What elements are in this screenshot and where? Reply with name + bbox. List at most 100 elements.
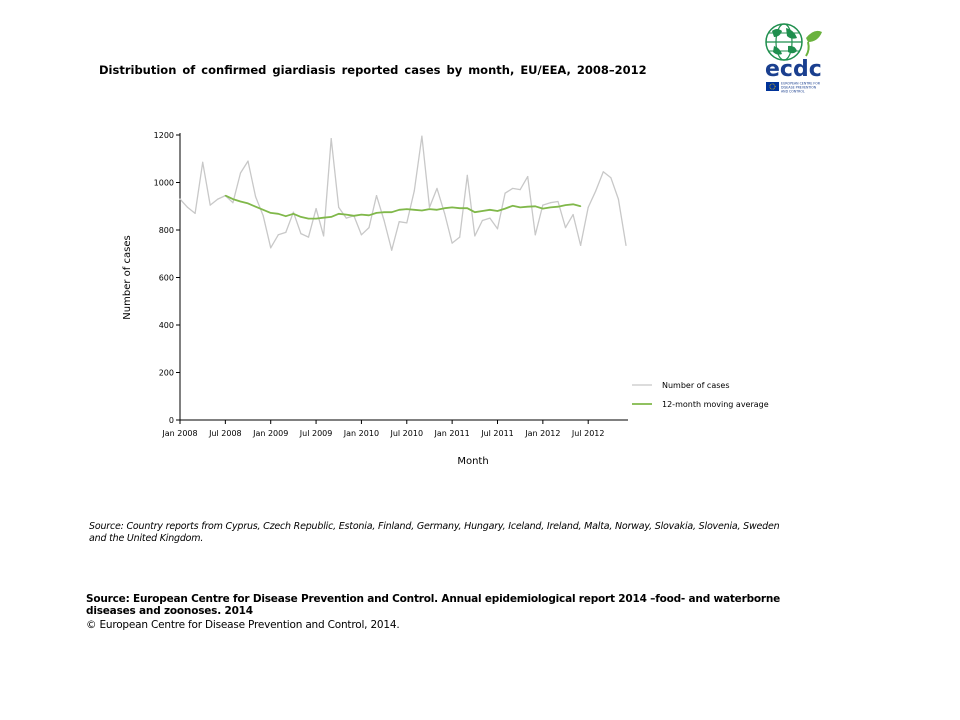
- data-point-cases: [186, 206, 189, 209]
- x-tick-label: Jan 2011: [434, 429, 470, 438]
- y-tick-label: 1200: [154, 131, 174, 140]
- data-point-cases: [428, 206, 431, 209]
- y-tick-label: 800: [159, 226, 174, 235]
- data-point-cases: [610, 177, 612, 179]
- data-point-cases: [232, 202, 234, 204]
- data-point-cases: [587, 206, 589, 209]
- data-point-moving-average: [451, 206, 453, 209]
- logo-subtext-3: AND CONTROL: [781, 90, 805, 94]
- data-point-cases: [383, 219, 385, 222]
- y-tick-label: 400: [159, 321, 174, 330]
- data-point-cases: [277, 234, 279, 236]
- data-point-cases: [254, 196, 257, 198]
- data-point-moving-average: [353, 215, 355, 217]
- data-point-cases: [247, 160, 249, 162]
- logo-subtext-2: DISEASE PREVENTION: [781, 86, 817, 90]
- data-point-cases: [527, 175, 529, 178]
- data-point-moving-average: [307, 218, 310, 220]
- legend-label: Number of cases: [662, 381, 730, 390]
- data-point-moving-average: [496, 210, 499, 212]
- data-point-cases: [179, 198, 181, 200]
- data-point-moving-average: [345, 213, 347, 216]
- data-point-cases: [323, 235, 325, 237]
- x-tick-label: Jan 2010: [343, 429, 379, 438]
- data-point-moving-average: [262, 209, 264, 211]
- data-point-cases: [602, 171, 604, 173]
- data-point-cases: [466, 174, 468, 176]
- leaf-icon: [806, 30, 822, 42]
- data-point-moving-average: [443, 207, 446, 209]
- data-point-cases: [300, 232, 302, 235]
- data-point-cases: [239, 172, 242, 174]
- data-point-cases: [270, 247, 272, 249]
- logo-subtext-1: EUROPEAN CENTRE FOR: [781, 82, 821, 86]
- data-point-moving-average: [428, 208, 431, 210]
- series-line-moving-average: [225, 194, 581, 220]
- data-point-moving-average: [542, 208, 544, 210]
- data-point-moving-average: [534, 205, 536, 207]
- data-point-cases: [391, 249, 393, 251]
- data-point-moving-average: [436, 209, 438, 211]
- data-point-moving-average: [315, 218, 317, 220]
- data-point-moving-average: [330, 216, 332, 218]
- data-point-moving-average: [459, 207, 461, 209]
- report-source: Source: European Centre for Disease Prev…: [86, 593, 781, 617]
- data-point-cases: [262, 215, 264, 217]
- data-point-cases: [194, 212, 196, 214]
- data-point-cases: [451, 242, 453, 244]
- data-point-cases: [572, 213, 574, 216]
- data-point-moving-average: [285, 215, 287, 217]
- data-point-moving-average: [398, 209, 400, 211]
- data-point-moving-average: [338, 213, 340, 215]
- x-tick-label: Jan 2008: [161, 429, 197, 438]
- data-point-cases: [496, 228, 499, 230]
- x-tick-label: Jul 2010: [389, 429, 423, 438]
- x-axis-label: Month: [457, 456, 488, 467]
- data-point-cases: [595, 190, 597, 192]
- data-point-cases: [209, 204, 211, 206]
- data-point-moving-average: [474, 211, 476, 213]
- data-point-cases: [617, 198, 620, 200]
- data-point-cases: [345, 217, 347, 219]
- data-point-cases: [375, 194, 378, 197]
- data-point-cases: [421, 135, 423, 137]
- data-point-cases: [534, 234, 536, 236]
- data-point-moving-average: [383, 211, 385, 213]
- data-point-cases: [504, 192, 506, 194]
- data-point-cases: [285, 231, 287, 233]
- line-chart: 0 200 400 600 800 1000 1200 Jan 2008 Jul 2008 Jan…: [122, 131, 769, 467]
- series-line-cases: [179, 135, 627, 251]
- data-point-cases: [413, 190, 415, 192]
- data-point-cases: [330, 137, 332, 140]
- data-point-moving-average: [549, 206, 552, 209]
- x-tick-label: Jul 2011: [480, 429, 514, 438]
- data-point-cases: [625, 244, 627, 247]
- data-point-moving-average: [247, 202, 249, 204]
- x-tick-label: Jul 2012: [571, 429, 605, 438]
- data-point-cases: [338, 206, 340, 209]
- data-point-moving-average: [323, 217, 325, 219]
- data-point-moving-average: [300, 216, 302, 218]
- data-point-cases: [564, 227, 567, 229]
- data-point-moving-average: [580, 205, 582, 207]
- data-point-cases: [557, 200, 559, 203]
- data-point-moving-average: [564, 204, 567, 206]
- data-point-cases: [481, 219, 483, 222]
- chart-title: Distribution of confirmed giardiasis rep…: [99, 63, 647, 77]
- y-tick-label: 200: [159, 369, 174, 378]
- y-tick-label: 1000: [154, 179, 174, 188]
- data-point-cases: [459, 236, 461, 238]
- data-point-cases: [398, 221, 400, 223]
- data-point-cases: [436, 187, 438, 190]
- data-point-cases: [217, 198, 219, 200]
- data-point-moving-average: [504, 208, 506, 210]
- data-point-cases: [406, 222, 408, 224]
- globe-icon: [765, 23, 803, 61]
- legend-label: 12-month moving average: [662, 400, 769, 409]
- x-tick-label: Jan 2012: [524, 429, 560, 438]
- data-point-moving-average: [277, 213, 279, 215]
- data-point-moving-average: [421, 209, 423, 212]
- data-point-cases: [549, 202, 552, 204]
- data-point-moving-average: [489, 209, 491, 211]
- data-point-cases: [202, 161, 204, 163]
